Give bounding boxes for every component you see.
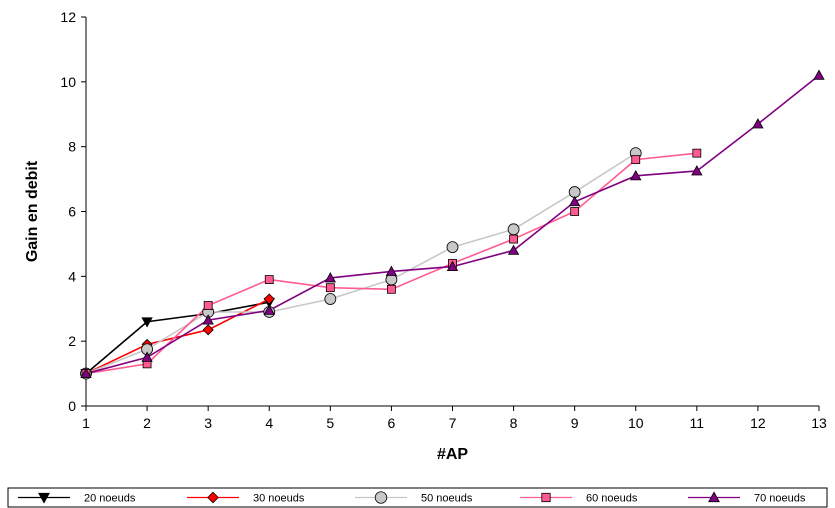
marker-triangle-up <box>80 367 92 378</box>
series-markers-5 <box>80 69 825 378</box>
legend-item: 70 noeuds <box>688 491 806 505</box>
y-tick-label: 4 <box>68 268 76 284</box>
legend-items: 20 noeuds 30 noeuds 50 noeuds 60 noeuds 70 n… <box>18 491 806 505</box>
legend-label: 60 noeuds <box>586 493 638 505</box>
legend-label: 30 noeuds <box>253 493 305 505</box>
marker-triangle-up <box>708 491 720 503</box>
legend-label: 20 noeuds <box>84 493 136 505</box>
marker-square <box>264 275 274 284</box>
marker-triangle-up <box>202 314 214 325</box>
series-line-3 <box>85 152 637 375</box>
y-tick-label: 6 <box>68 204 76 220</box>
series-line-4 <box>85 152 697 375</box>
y-tick-label: 8 <box>68 139 76 155</box>
y-tick-label: 2 <box>68 333 76 349</box>
legend-label: 50 noeuds <box>421 493 473 505</box>
x-tick-label: 11 <box>690 415 705 431</box>
marker-triangle-up <box>813 69 825 80</box>
y-axis-title: Gain en debit <box>24 160 41 262</box>
legend: 20 noeuds 30 noeuds 50 noeuds 60 noeuds 70 n… <box>7 487 828 508</box>
marker-triangle-up <box>141 351 153 362</box>
x-tick-label: 3 <box>204 415 212 431</box>
marker-triangle-up <box>324 272 337 283</box>
marker-square <box>387 284 396 294</box>
marker-circle <box>568 186 581 198</box>
marker-square <box>325 283 335 293</box>
marker-circle <box>324 293 337 305</box>
marker-triangle-down <box>38 492 50 504</box>
legend-item: 30 noeuds <box>187 491 305 505</box>
marker-diamond <box>202 324 214 336</box>
marker-diamond <box>207 491 219 504</box>
marker-circle <box>446 241 459 254</box>
marker-square <box>570 207 580 216</box>
marker-square <box>509 234 518 244</box>
legend-item: 60 noeuds <box>520 493 638 505</box>
marker-triangle-up <box>752 118 764 129</box>
marker-triangle-down <box>141 317 153 328</box>
legend-item: 50 noeuds <box>355 491 473 505</box>
y-tick-label: 10 <box>60 74 76 90</box>
x-tick-label: 12 <box>750 415 766 431</box>
marker-square <box>203 301 213 310</box>
marker-triangle-up <box>568 195 581 207</box>
x-tick-label: 1 <box>82 415 90 431</box>
marker-square <box>631 155 641 165</box>
series-line-1 <box>85 301 270 375</box>
series-line-2 <box>85 298 270 375</box>
marker-square <box>692 148 702 158</box>
marker-triangle-up <box>446 260 459 272</box>
marker-circle <box>374 491 388 504</box>
marker-triangle-up <box>691 165 703 176</box>
x-axis-title: #AP <box>437 446 468 463</box>
x-tick-label: 6 <box>388 415 396 431</box>
y-tick-label: 0 <box>68 398 76 414</box>
legend-label: 70 noeuds <box>754 493 806 505</box>
series-lines <box>85 74 820 375</box>
legend-item: 20 noeuds <box>18 493 136 505</box>
marker-diamond <box>263 293 275 305</box>
marker-triangle-up <box>263 304 275 315</box>
x-tick-label: 5 <box>326 415 334 431</box>
x-tick-label: 4 <box>265 415 273 431</box>
x-tick-label: 13 <box>811 415 827 431</box>
x-tick-label: 9 <box>571 415 579 431</box>
marker-circle <box>507 223 520 236</box>
series-markers-3 <box>80 147 642 380</box>
x-tick-label: 10 <box>628 415 644 431</box>
x-tick-label: 8 <box>510 415 518 431</box>
series-line-5 <box>85 74 820 375</box>
series-markers <box>80 69 825 380</box>
marker-triangle-up <box>507 244 520 255</box>
marker-square <box>541 492 551 503</box>
marker-triangle-up <box>630 170 642 181</box>
y-tick-label: 12 <box>60 9 76 25</box>
marker-triangle-up <box>385 265 398 276</box>
x-tick-label: 7 <box>449 415 457 431</box>
x-tick-label: 2 <box>143 415 151 431</box>
